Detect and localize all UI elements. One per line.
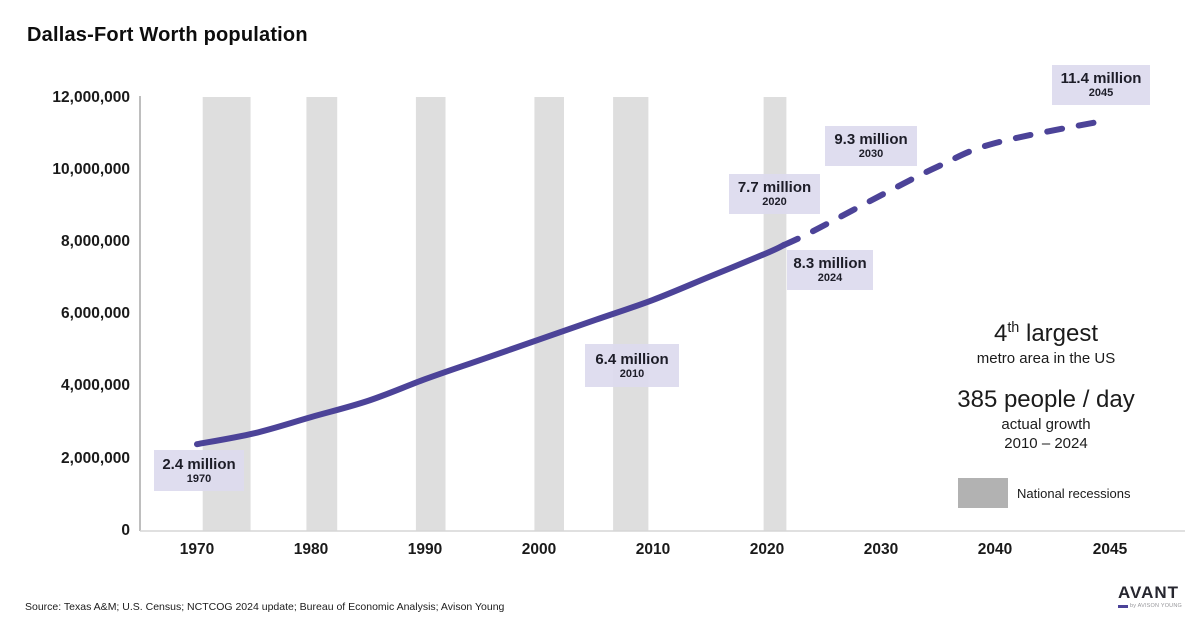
x-tick-label: 1980 xyxy=(293,541,329,558)
y-tick-label: 4,000,000 xyxy=(61,377,130,395)
recession-band xyxy=(763,97,787,531)
callout-year: 2045 xyxy=(1088,87,1114,100)
callout-2045: 11.4 million 2045 xyxy=(1052,65,1150,105)
growth-subtext-1: actual growth xyxy=(1001,416,1091,433)
x-tick-label: 2000 xyxy=(521,541,557,558)
callout-2030: 9.3 million 2030 xyxy=(825,126,917,166)
x-tick-label: 2020 xyxy=(749,541,785,558)
x-tick-label: 2045 xyxy=(1092,541,1128,558)
growth-subtext-2: 2010 – 2024 xyxy=(1004,435,1088,452)
population-line-actual xyxy=(194,241,788,448)
stats-block: 4th largest metro area in the US 385 peo… xyxy=(948,319,1144,453)
legend: National recessions xyxy=(958,478,1130,508)
x-tick-label: 1990 xyxy=(407,541,443,558)
rank-subtext: metro area in the US xyxy=(976,350,1116,367)
callout-value: 2.4 million xyxy=(162,455,236,473)
x-tick-label: 2040 xyxy=(977,541,1013,558)
y-tick-label: 6,000,000 xyxy=(61,305,130,323)
y-tick-label: 2,000,000 xyxy=(61,449,130,467)
x-tick-label: 2010 xyxy=(635,541,671,558)
y-tick-label: 0 xyxy=(121,521,130,539)
recession-band xyxy=(306,97,338,531)
callout-year: 1970 xyxy=(186,472,212,485)
growth-headline: 385 people / day xyxy=(957,386,1135,413)
callout-year: 2024 xyxy=(817,272,843,285)
recession-legend-label: National recessions xyxy=(1017,485,1131,501)
rank-superscript: th xyxy=(1007,320,1020,336)
y-tick-label: 12,000,000 xyxy=(52,88,130,106)
recession-legend-swatch xyxy=(958,478,1008,508)
avant-logo: AVANT by AVISON YOUNG xyxy=(1118,584,1182,609)
callout-year: 2030 xyxy=(858,148,884,161)
population-line-projected xyxy=(781,116,1113,248)
callout-2010: 6.4 million 2010 xyxy=(585,344,679,387)
callout-2024: 8.3 million 2024 xyxy=(787,250,873,290)
x-tick-label: 2030 xyxy=(863,541,899,558)
callout-value: 7.7 million xyxy=(737,179,812,197)
y-tick-label: 8,000,000 xyxy=(61,233,130,251)
callout-value: 8.3 million xyxy=(793,255,867,273)
recession-band xyxy=(534,97,564,531)
callout-2020: 7.7 million 2020 xyxy=(729,174,820,214)
chart-title: Dallas-Fort Worth population xyxy=(27,24,308,46)
callout-value: 11.4 million xyxy=(1060,70,1142,88)
y-tick-label: 10,000,000 xyxy=(52,161,130,179)
callout-year: 2010 xyxy=(619,367,645,380)
logo-wordmark: AVANT xyxy=(1118,583,1180,602)
logo-byline: by AVISON YOUNG xyxy=(1129,603,1182,609)
rank-headline: 4th largest xyxy=(993,320,1099,347)
recession-band xyxy=(415,97,446,531)
callout-year: 2020 xyxy=(762,196,787,209)
callout-value: 6.4 million xyxy=(595,350,669,368)
logo-accent-bar xyxy=(1118,604,1128,608)
callout-value: 9.3 million xyxy=(834,131,908,149)
source-note: Source: Texas A&M; U.S. Census; NCTCOG 2… xyxy=(25,601,505,613)
callout-1970: 2.4 million 1970 xyxy=(154,450,244,491)
x-tick-label: 1970 xyxy=(179,541,215,558)
